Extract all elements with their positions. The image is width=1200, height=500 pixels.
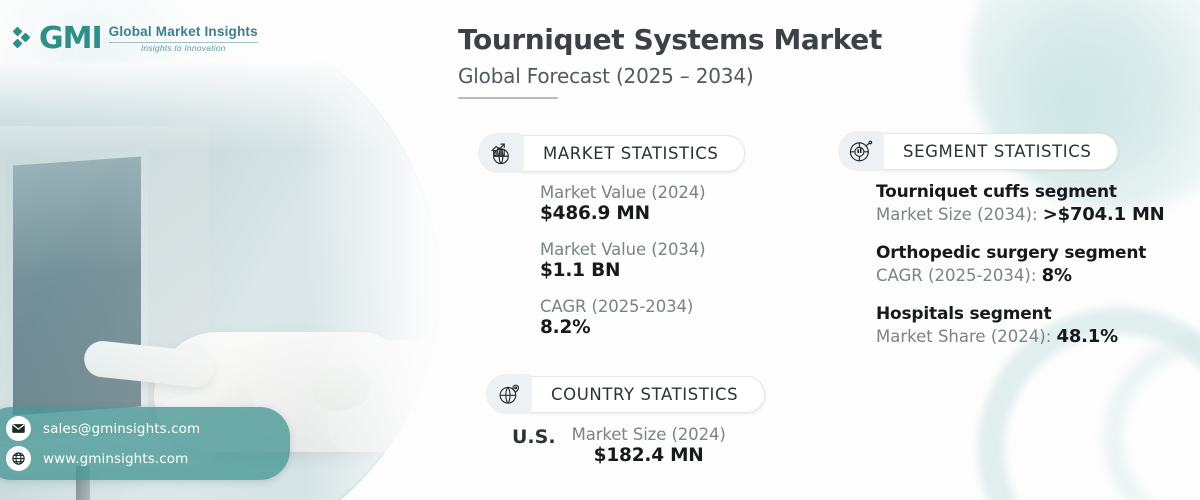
segment-statistics-label: SEGMENT STATISTICS [878,132,1119,170]
page-subtitle: Global Forecast (2025 – 2034) [458,64,754,89]
stat-item: CAGR (2025-2034) 8.2% [540,297,706,338]
country-metric: Market Size (2024) $182.4 MN [572,425,726,466]
segment-metric: Market Share (2024): 48.1% [876,326,1165,347]
hero-top-fade [0,62,452,152]
stat-value: $486.9 MN [540,203,650,224]
title-underline [458,97,558,100]
stat-label: Market Value (2024) [540,183,706,202]
header-block: Tourniquet Systems Market Global Forecas… [458,23,882,100]
segment-item: Hospitals segment Market Share (2024): 4… [876,304,1165,347]
contact-website-row[interactable]: www.gminsights.com [6,446,274,471]
stat-label: Market Size (2024) [571,425,726,444]
logo-text-block: Global Market Insights Insights to Innov… [108,24,258,53]
segment-statistics-header: SEGMENT STATISTICS [838,131,1119,171]
segment-metric-value: 8% [1041,265,1072,286]
country-row: U.S. Market Size (2024) $182.4 MN [512,425,726,466]
pie-chart-icon [838,131,884,171]
country-statistics-block: U.S. Market Size (2024) $182.4 MN [512,425,726,466]
globe-icon [6,446,31,471]
country-name: U.S. [512,426,556,448]
segment-item: Tourniquet cuffs segment Market Size (20… [876,182,1165,225]
segment-metric-label: CAGR (2025-2034): [876,266,1042,285]
segment-title: Tourniquet cuffs segment [876,182,1117,202]
logo-divider [108,41,258,43]
country-statistics-header: COUNTRY STATISTICS [486,374,766,414]
company-logo[interactable]: GMI Global Market Insights Insights to I… [12,21,258,56]
segment-metric: CAGR (2025-2034): 8% [876,265,1165,286]
segment-metric-label: Market Size (2034): [876,205,1043,224]
segment-title: Hospitals segment [876,304,1052,324]
contact-badge: sales@gminsights.com www.gminsights.com [0,407,290,480]
market-statistics-header: MARKET STATISTICS [478,133,746,173]
stat-item: Market Value (2034) $1.1 BN [540,240,706,281]
market-statistics-list: Market Value (2024) $486.9 MN Market Val… [540,183,706,354]
logo-mark: GMI [39,21,103,56]
hero-image: sales@gminsights.com www.gminsights.com [0,62,452,500]
decorative-blob-top-right [970,0,1200,210]
segment-metric: Market Size (2034): >$704.1 MN [876,204,1165,225]
globe-pin-icon [486,374,532,414]
stat-value: 8.2% [540,317,591,338]
envelope-icon [6,416,31,441]
stat-label: CAGR (2025-2034) [540,297,694,316]
segment-title: Orthopedic surgery segment [876,243,1147,263]
contact-email: sales@gminsights.com [43,420,201,437]
contact-email-row[interactable]: sales@gminsights.com [6,416,274,441]
stat-value: $1.1 BN [540,260,621,281]
segment-metric-value: >$704.1 MN [1042,204,1165,225]
logo-diamond-icon [12,24,32,54]
segment-statistics-list: Tourniquet cuffs segment Market Size (20… [876,182,1165,365]
segment-metric-value: 48.1% [1056,326,1119,347]
globe-bar-chart-icon [478,133,524,173]
logo-company-name: Global Market Insights [108,24,258,40]
logo-tagline: Insights to Innovation [140,42,226,53]
page-title: Tourniquet Systems Market [458,23,882,56]
country-statistics-label: COUNTRY STATISTICS [526,375,766,413]
market-statistics-label: MARKET STATISTICS [518,134,746,172]
stat-value: $182.4 MN [593,445,704,466]
stat-label: Market Value (2034) [540,240,706,259]
segment-metric-label: Market Share (2024): [876,327,1057,346]
contact-website: www.gminsights.com [43,450,189,467]
stat-item: Market Value (2024) $486.9 MN [540,183,706,224]
segment-item: Orthopedic surgery segment CAGR (2025-20… [876,243,1165,286]
